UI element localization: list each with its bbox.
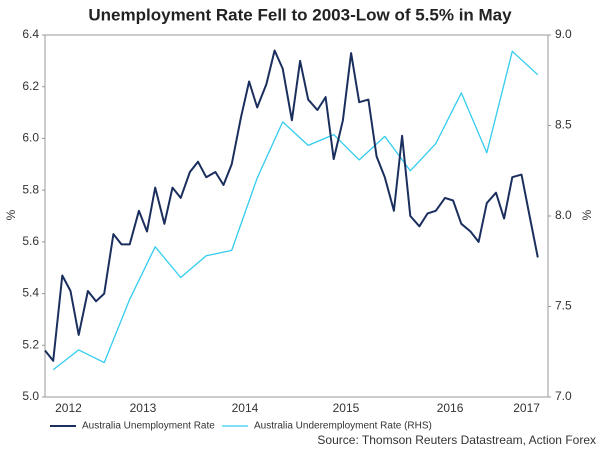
x-tick-label: 2016 <box>437 401 464 415</box>
x-tick-label: 2014 <box>232 401 259 415</box>
y-tick-label: 5.2 <box>22 337 39 351</box>
y-tick-label: 6.4 <box>22 27 39 41</box>
series-line <box>44 49 539 362</box>
y-tick-label: 6.2 <box>22 79 39 93</box>
legend-label: Australia Unemployment Rate <box>82 421 215 432</box>
y-tick-label: 5.0 <box>22 389 39 403</box>
y2-tick-label: 7.0 <box>555 389 572 403</box>
y2-tick-label: 8.0 <box>555 208 572 222</box>
y-tick-label: 5.4 <box>22 286 39 300</box>
x-tick-label: 2013 <box>130 401 157 415</box>
y2-tick-label: 8.5 <box>555 118 572 132</box>
y-axis-label: % <box>4 209 18 220</box>
y-tick-label: 5.6 <box>22 234 39 248</box>
source-note: Source: Thomson Reuters Datastream, Acti… <box>317 433 596 447</box>
series-line <box>52 50 539 371</box>
x-tick-label: 2017 <box>513 401 540 415</box>
chart-title: Unemployment Rate Fell to 2003-Low of 5.… <box>88 5 512 24</box>
x-tick-label: 2015 <box>333 401 360 415</box>
y2-tick-label: 9.0 <box>555 27 572 41</box>
legend-label: Australia Underemployment Rate (RHS) <box>254 421 432 432</box>
y2-tick-label: 7.5 <box>555 299 572 313</box>
x-tick-label: 2012 <box>55 401 82 415</box>
y2-axis-label: % <box>580 209 594 220</box>
y-tick-label: 5.8 <box>22 182 39 196</box>
y-tick-label: 6.0 <box>22 131 39 145</box>
